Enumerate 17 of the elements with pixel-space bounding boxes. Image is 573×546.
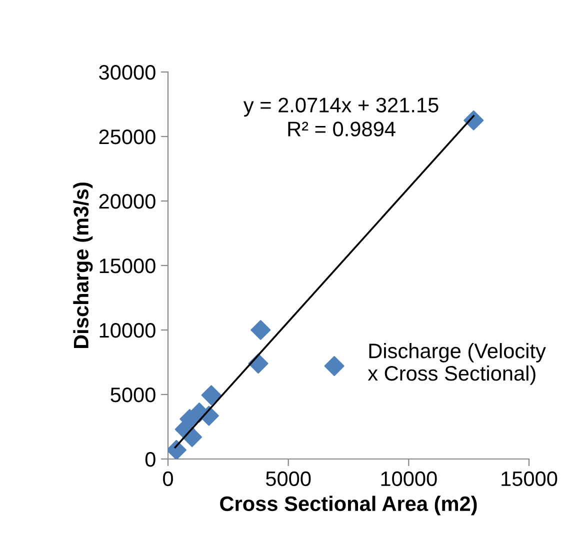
y-tick-label: 15000 <box>100 258 156 274</box>
x-axis-title: Cross Sectional Area (m2) <box>220 496 477 516</box>
x-tick-label: 10000 <box>381 471 437 486</box>
x-tick-label: 15000 <box>502 471 558 486</box>
annotation: y = 2.0714x + 321.15 R² = 0.9894 <box>243 98 438 136</box>
point <box>250 320 271 340</box>
y-tick-label: 20000 <box>99 194 156 209</box>
x-tick-label: 0 <box>163 471 173 486</box>
legend-label: Discharge (Velocity x Cross Sectional) <box>368 343 546 385</box>
point <box>201 385 222 406</box>
y-tick-label: 5000 <box>110 388 156 402</box>
x-tick-label: 5000 <box>266 471 311 486</box>
y-tick-label: 30000 <box>99 65 156 80</box>
y-tick-label: 25000 <box>99 130 156 144</box>
y-tick-label: 10000 <box>100 323 156 338</box>
y-axis-title: Discharge (m3/s) <box>73 182 93 348</box>
y-tick-label: 0 <box>145 452 156 467</box>
